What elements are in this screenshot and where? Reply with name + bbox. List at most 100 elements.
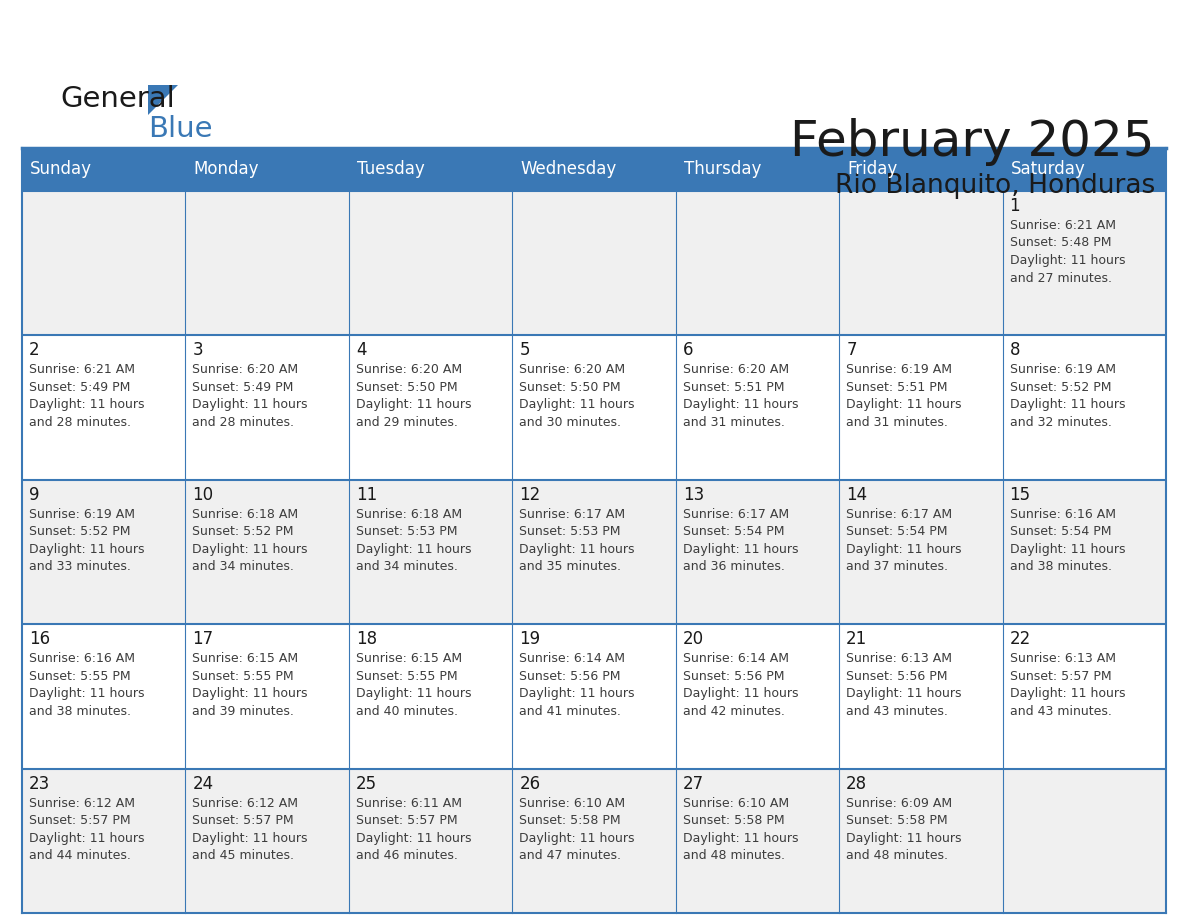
Text: Friday: Friday xyxy=(847,161,897,178)
Text: Sunrise: 6:09 AM
Sunset: 5:58 PM
Daylight: 11 hours
and 48 minutes.: Sunrise: 6:09 AM Sunset: 5:58 PM Dayligh… xyxy=(846,797,961,862)
Bar xyxy=(349,335,512,480)
Text: Sunrise: 6:18 AM
Sunset: 5:53 PM
Daylight: 11 hours
and 34 minutes.: Sunrise: 6:18 AM Sunset: 5:53 PM Dayligh… xyxy=(356,508,472,574)
Text: 17: 17 xyxy=(192,630,214,648)
Text: Sunrise: 6:20 AM
Sunset: 5:50 PM
Daylight: 11 hours
and 30 minutes.: Sunrise: 6:20 AM Sunset: 5:50 PM Dayligh… xyxy=(519,364,634,429)
Bar xyxy=(23,480,185,624)
Bar xyxy=(512,768,676,913)
Text: Sunrise: 6:20 AM
Sunset: 5:51 PM
Daylight: 11 hours
and 31 minutes.: Sunrise: 6:20 AM Sunset: 5:51 PM Dayligh… xyxy=(683,364,798,429)
Bar xyxy=(1003,768,1165,913)
Bar xyxy=(185,480,349,624)
Text: 26: 26 xyxy=(519,775,541,792)
Text: 14: 14 xyxy=(846,486,867,504)
Bar xyxy=(185,191,349,335)
Text: 15: 15 xyxy=(1010,486,1031,504)
Text: 27: 27 xyxy=(683,775,703,792)
Text: Sunrise: 6:15 AM
Sunset: 5:55 PM
Daylight: 11 hours
and 40 minutes.: Sunrise: 6:15 AM Sunset: 5:55 PM Dayligh… xyxy=(356,652,472,718)
Text: Sunrise: 6:16 AM
Sunset: 5:55 PM
Daylight: 11 hours
and 38 minutes.: Sunrise: 6:16 AM Sunset: 5:55 PM Dayligh… xyxy=(29,652,145,718)
Bar xyxy=(185,624,349,768)
Text: Thursday: Thursday xyxy=(684,161,762,178)
Text: Sunrise: 6:14 AM
Sunset: 5:56 PM
Daylight: 11 hours
and 41 minutes.: Sunrise: 6:14 AM Sunset: 5:56 PM Dayligh… xyxy=(519,652,634,718)
Text: Saturday: Saturday xyxy=(1011,161,1086,178)
Text: 7: 7 xyxy=(846,341,857,360)
Text: 12: 12 xyxy=(519,486,541,504)
Text: General: General xyxy=(61,85,175,113)
Text: Sunrise: 6:10 AM
Sunset: 5:58 PM
Daylight: 11 hours
and 47 minutes.: Sunrise: 6:10 AM Sunset: 5:58 PM Dayligh… xyxy=(519,797,634,862)
Text: 24: 24 xyxy=(192,775,214,792)
Text: Sunrise: 6:17 AM
Sunset: 5:53 PM
Daylight: 11 hours
and 35 minutes.: Sunrise: 6:17 AM Sunset: 5:53 PM Dayligh… xyxy=(519,508,634,574)
Text: 28: 28 xyxy=(846,775,867,792)
Bar xyxy=(676,624,839,768)
Text: 8: 8 xyxy=(1010,341,1020,360)
Text: Sunrise: 6:17 AM
Sunset: 5:54 PM
Daylight: 11 hours
and 36 minutes.: Sunrise: 6:17 AM Sunset: 5:54 PM Dayligh… xyxy=(683,508,798,574)
Bar xyxy=(676,191,839,335)
Text: 5: 5 xyxy=(519,341,530,360)
Text: Sunrise: 6:13 AM
Sunset: 5:56 PM
Daylight: 11 hours
and 43 minutes.: Sunrise: 6:13 AM Sunset: 5:56 PM Dayligh… xyxy=(846,652,961,718)
Text: 9: 9 xyxy=(29,486,39,504)
Text: 20: 20 xyxy=(683,630,703,648)
Text: 21: 21 xyxy=(846,630,867,648)
Text: Sunrise: 6:11 AM
Sunset: 5:57 PM
Daylight: 11 hours
and 46 minutes.: Sunrise: 6:11 AM Sunset: 5:57 PM Dayligh… xyxy=(356,797,472,862)
Bar xyxy=(1003,624,1165,768)
Bar xyxy=(1003,335,1165,480)
Text: Sunrise: 6:21 AM
Sunset: 5:49 PM
Daylight: 11 hours
and 28 minutes.: Sunrise: 6:21 AM Sunset: 5:49 PM Dayligh… xyxy=(29,364,145,429)
Text: 22: 22 xyxy=(1010,630,1031,648)
Text: Sunrise: 6:12 AM
Sunset: 5:57 PM
Daylight: 11 hours
and 45 minutes.: Sunrise: 6:12 AM Sunset: 5:57 PM Dayligh… xyxy=(192,797,308,862)
Text: Tuesday: Tuesday xyxy=(356,161,424,178)
Text: Sunrise: 6:21 AM
Sunset: 5:48 PM
Daylight: 11 hours
and 27 minutes.: Sunrise: 6:21 AM Sunset: 5:48 PM Dayligh… xyxy=(1010,219,1125,285)
Text: Sunday: Sunday xyxy=(30,161,91,178)
Bar xyxy=(512,480,676,624)
Text: 13: 13 xyxy=(683,486,704,504)
Text: 4: 4 xyxy=(356,341,366,360)
Text: Rio Blanquito, Honduras: Rio Blanquito, Honduras xyxy=(835,173,1155,199)
Text: Blue: Blue xyxy=(148,115,213,143)
Bar xyxy=(839,768,1003,913)
Bar xyxy=(185,768,349,913)
Text: Sunrise: 6:16 AM
Sunset: 5:54 PM
Daylight: 11 hours
and 38 minutes.: Sunrise: 6:16 AM Sunset: 5:54 PM Dayligh… xyxy=(1010,508,1125,574)
Bar xyxy=(23,335,185,480)
Text: 23: 23 xyxy=(29,775,50,792)
Text: Sunrise: 6:14 AM
Sunset: 5:56 PM
Daylight: 11 hours
and 42 minutes.: Sunrise: 6:14 AM Sunset: 5:56 PM Dayligh… xyxy=(683,652,798,718)
Text: 18: 18 xyxy=(356,630,377,648)
Bar xyxy=(23,191,185,335)
Text: 2: 2 xyxy=(29,341,39,360)
Bar xyxy=(676,335,839,480)
Bar xyxy=(512,335,676,480)
Bar xyxy=(839,480,1003,624)
Text: Sunrise: 6:20 AM
Sunset: 5:50 PM
Daylight: 11 hours
and 29 minutes.: Sunrise: 6:20 AM Sunset: 5:50 PM Dayligh… xyxy=(356,364,472,429)
Text: 19: 19 xyxy=(519,630,541,648)
Bar xyxy=(349,624,512,768)
Bar xyxy=(1003,480,1165,624)
Bar xyxy=(676,480,839,624)
Text: Wednesday: Wednesday xyxy=(520,161,617,178)
Bar xyxy=(23,148,1165,191)
Text: Sunrise: 6:17 AM
Sunset: 5:54 PM
Daylight: 11 hours
and 37 minutes.: Sunrise: 6:17 AM Sunset: 5:54 PM Dayligh… xyxy=(846,508,961,574)
Bar xyxy=(839,335,1003,480)
Text: 11: 11 xyxy=(356,486,377,504)
Text: Sunrise: 6:18 AM
Sunset: 5:52 PM
Daylight: 11 hours
and 34 minutes.: Sunrise: 6:18 AM Sunset: 5:52 PM Dayligh… xyxy=(192,508,308,574)
Text: 6: 6 xyxy=(683,341,694,360)
Bar xyxy=(185,335,349,480)
Text: February 2025: February 2025 xyxy=(790,118,1155,166)
Bar xyxy=(23,624,185,768)
Text: Sunrise: 6:10 AM
Sunset: 5:58 PM
Daylight: 11 hours
and 48 minutes.: Sunrise: 6:10 AM Sunset: 5:58 PM Dayligh… xyxy=(683,797,798,862)
Bar xyxy=(839,624,1003,768)
Bar xyxy=(349,191,512,335)
Text: 16: 16 xyxy=(29,630,50,648)
Text: Sunrise: 6:13 AM
Sunset: 5:57 PM
Daylight: 11 hours
and 43 minutes.: Sunrise: 6:13 AM Sunset: 5:57 PM Dayligh… xyxy=(1010,652,1125,718)
Text: 10: 10 xyxy=(192,486,214,504)
Polygon shape xyxy=(148,85,178,115)
Bar xyxy=(1003,191,1165,335)
Text: Sunrise: 6:19 AM
Sunset: 5:51 PM
Daylight: 11 hours
and 31 minutes.: Sunrise: 6:19 AM Sunset: 5:51 PM Dayligh… xyxy=(846,364,961,429)
Text: Sunrise: 6:12 AM
Sunset: 5:57 PM
Daylight: 11 hours
and 44 minutes.: Sunrise: 6:12 AM Sunset: 5:57 PM Dayligh… xyxy=(29,797,145,862)
Text: Monday: Monday xyxy=(194,161,259,178)
Text: 25: 25 xyxy=(356,775,377,792)
Text: Sunrise: 6:19 AM
Sunset: 5:52 PM
Daylight: 11 hours
and 33 minutes.: Sunrise: 6:19 AM Sunset: 5:52 PM Dayligh… xyxy=(29,508,145,574)
Text: 1: 1 xyxy=(1010,197,1020,215)
Bar xyxy=(512,624,676,768)
Bar xyxy=(23,768,185,913)
Bar xyxy=(676,768,839,913)
Text: 3: 3 xyxy=(192,341,203,360)
Bar xyxy=(512,191,676,335)
Bar xyxy=(349,768,512,913)
Bar xyxy=(839,191,1003,335)
